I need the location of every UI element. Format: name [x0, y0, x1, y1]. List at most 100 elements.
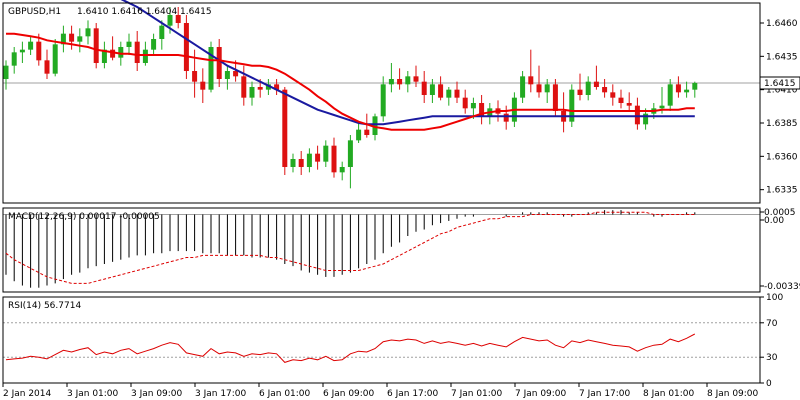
candle-body — [323, 145, 329, 162]
candle-body — [479, 103, 485, 117]
price-tick-label: 1.6385 — [766, 119, 798, 129]
candle-body — [528, 76, 534, 85]
candle-body — [643, 113, 649, 125]
rsi-tick-label: 100 — [766, 293, 783, 303]
candle — [110, 36, 116, 61]
candle-body — [69, 33, 75, 42]
candle-body — [265, 84, 271, 90]
price-tick-label: 1.6335 — [766, 186, 798, 196]
rsi-tick-label: 0 — [766, 379, 772, 389]
candle — [479, 95, 485, 125]
candle — [593, 65, 599, 90]
candle — [28, 36, 34, 55]
candle-body — [167, 15, 173, 26]
candle-body — [339, 167, 345, 173]
candle — [667, 79, 673, 111]
candle — [347, 135, 353, 189]
price-panel: GBPUSD,H1 1.6410 1.6416 1.6404 1.6415 1.… — [2, 0, 800, 204]
symbol-label: GBPUSD,H1 — [8, 7, 61, 17]
price-tick-label: 1.6410 — [766, 86, 798, 96]
candle-body — [183, 23, 189, 71]
candle-body — [142, 49, 148, 63]
candle-body — [667, 84, 673, 106]
candle-body — [200, 81, 206, 90]
candle-body — [192, 71, 198, 82]
candle-body — [77, 36, 83, 42]
time-tick-label: 7 Jan 17:00 — [579, 389, 631, 399]
current-price-label: 1.6415 — [764, 79, 796, 89]
candle-body — [36, 41, 42, 61]
candle — [569, 84, 575, 127]
candle-body — [405, 76, 411, 85]
candle-body — [413, 76, 419, 82]
candles — [3, 7, 698, 189]
candle — [536, 65, 542, 98]
candle-body — [60, 33, 66, 45]
candle — [503, 105, 509, 130]
time-tick-label: 8 Jan 09:00 — [707, 389, 759, 399]
candle-body — [356, 129, 362, 141]
candle-body — [618, 97, 624, 103]
candle-body — [462, 97, 468, 109]
macd-panel: MACD(12,26,9) 0.00017 -0.00005 0.00050.0… — [2, 207, 800, 293]
rsi-tick-label: 30 — [766, 353, 778, 363]
candle — [126, 33, 132, 55]
candle-body — [118, 47, 124, 58]
price-tick-label: 1.6435 — [766, 52, 798, 62]
candle — [298, 151, 304, 175]
candle — [380, 76, 386, 122]
candle-body — [224, 71, 230, 79]
candle-body — [315, 153, 321, 162]
time-tick-label: 6 Jan 01:00 — [259, 389, 311, 399]
candle-body — [298, 159, 304, 167]
candle-body — [364, 129, 370, 135]
candle-body — [290, 159, 296, 167]
candle — [200, 68, 206, 103]
candle-body — [101, 49, 107, 63]
candle — [610, 84, 616, 106]
rsi-line — [5, 333, 696, 363]
rsi-panel-frame — [2, 296, 761, 384]
candle — [241, 65, 247, 106]
candle-body — [380, 84, 386, 117]
candle — [675, 76, 681, 98]
macd-tick-label: -0.00339 — [764, 282, 800, 292]
candle-body — [159, 25, 165, 39]
time-axis: 2 Jan 2014 3 Jan 01:00 3 Jan 09:00 3 Jan 17… — [2, 383, 759, 399]
candle — [290, 153, 296, 173]
candle — [634, 97, 640, 130]
current-price-box — [759, 76, 800, 90]
time-tick-label: 7 Jan 09:00 — [515, 389, 567, 399]
candle — [544, 79, 550, 103]
candle — [77, 28, 83, 53]
candle-body — [675, 84, 681, 93]
candle-body — [85, 28, 91, 37]
candle-body — [438, 84, 444, 98]
candle — [216, 39, 222, 87]
candle — [618, 89, 624, 109]
candle — [454, 81, 460, 103]
candle-body — [44, 60, 50, 74]
candle — [429, 79, 435, 103]
candle-body — [421, 81, 427, 95]
candle — [552, 79, 558, 117]
candle-body — [11, 52, 17, 66]
time-tick-label: 3 Jan 17:00 — [195, 389, 247, 399]
candle-body — [520, 76, 526, 98]
candle — [282, 87, 288, 175]
candle — [421, 71, 427, 103]
candle — [306, 148, 312, 173]
candle-body — [470, 103, 476, 109]
candle — [356, 121, 362, 143]
candle — [101, 41, 107, 69]
candle-body — [429, 84, 435, 95]
candle — [11, 47, 17, 74]
candle-body — [536, 84, 542, 93]
macd-label: MACD(12,26,9) 0.00017 -0.00005 — [8, 212, 160, 222]
candle-body — [19, 49, 25, 53]
price-axis: 1.6335 1.6360 1.6385 1.6410 1.6435 1.6460 — [760, 19, 798, 196]
candle-body — [626, 103, 632, 106]
macd-signal-line — [5, 211, 695, 284]
